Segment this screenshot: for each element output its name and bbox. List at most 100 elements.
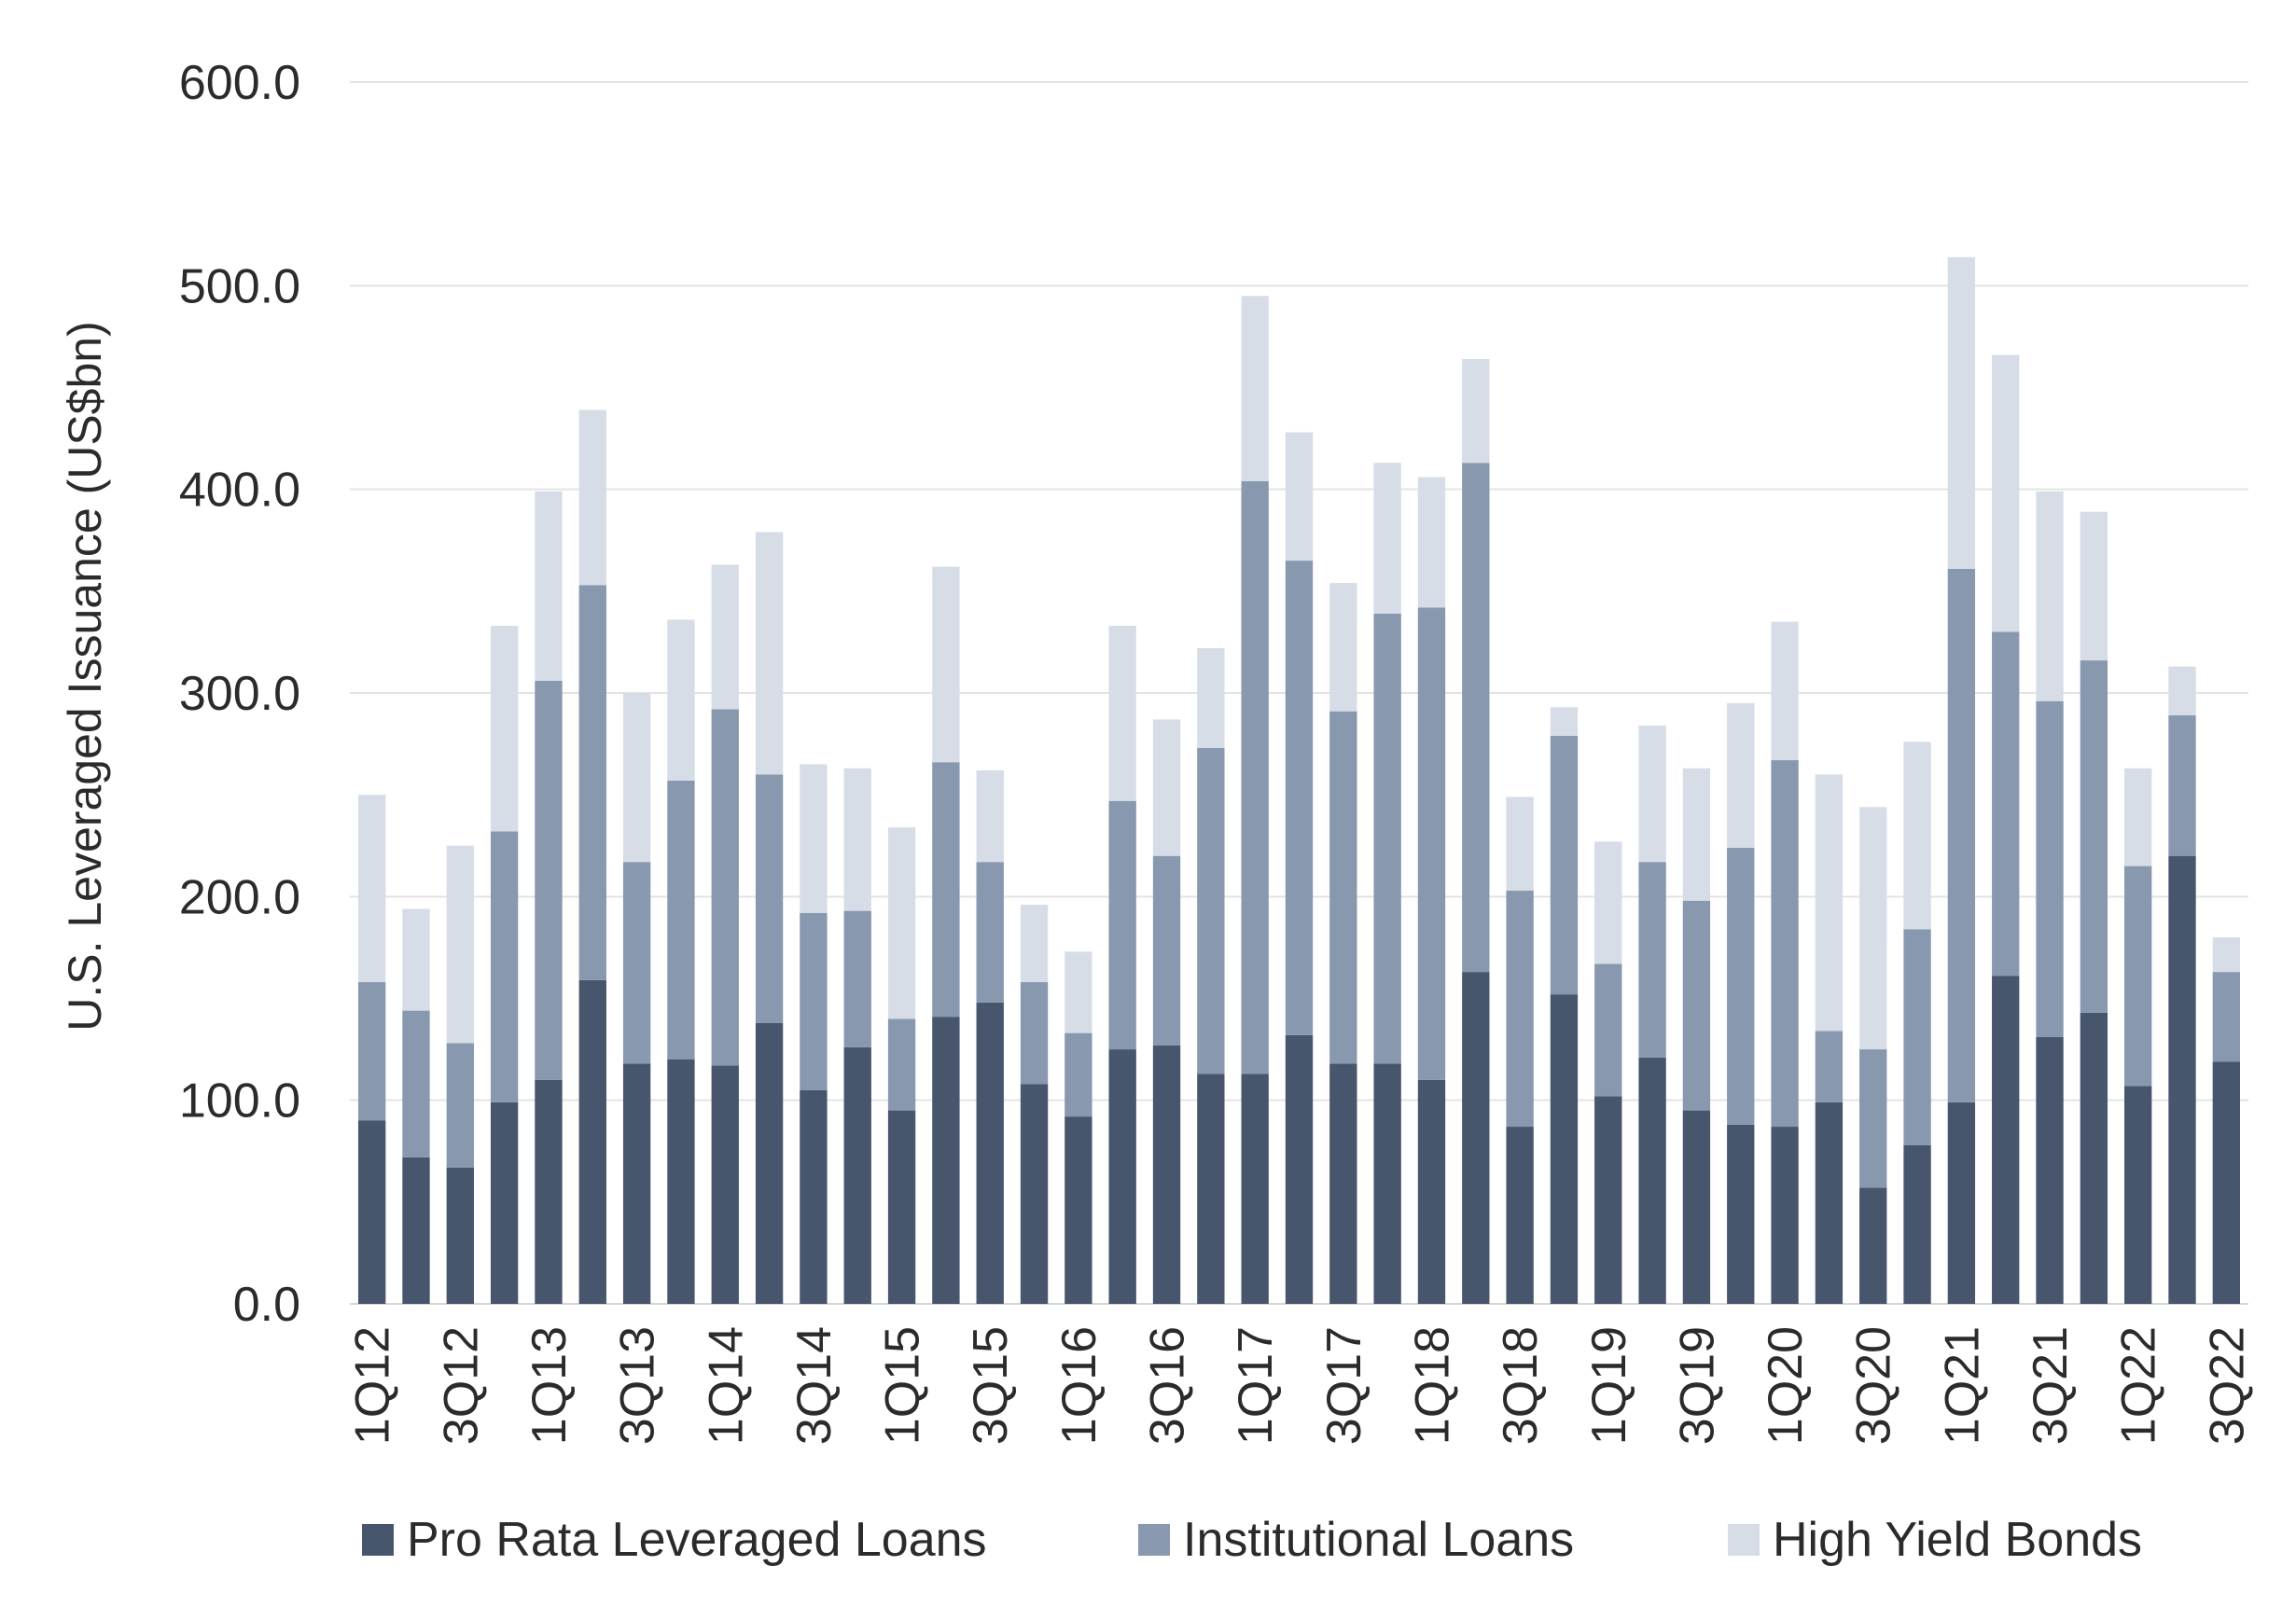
bar-segment-pro-rata-leveraged-loans-4q16 <box>1197 1074 1225 1304</box>
x-tick-label: 1Q20 <box>1759 1326 1813 1445</box>
bar-segment-institutional-loans-4q21 <box>2080 660 2108 1013</box>
bar-segment-institutional-loans-1q16 <box>1065 1032 1092 1117</box>
bar-segment-institutional-loans-1q18 <box>1417 607 1446 1080</box>
bar-segment-pro-rata-leveraged-loans-1q14 <box>711 1065 739 1304</box>
bar-segment-pro-rata-leveraged-loans-2q21 <box>1992 976 2020 1304</box>
bar-segment-institutional-loans-4q18 <box>1550 735 1579 995</box>
bar-segment-pro-rata-leveraged-loans-1q13 <box>535 1079 563 1304</box>
legend-item: High Yield Bonds <box>1728 1513 2142 1567</box>
y-tick-label: 600.0 <box>179 56 300 110</box>
legend-swatch <box>1138 1524 1170 1556</box>
bar-segment-pro-rata-leveraged-loans-2q18 <box>1462 972 1490 1304</box>
x-tick-label: 1Q17 <box>1229 1326 1283 1445</box>
bar-segment-institutional-loans-3q21 <box>2036 700 2064 1037</box>
bar-segment-pro-rata-leveraged-loans-3q16 <box>1152 1045 1181 1304</box>
bar-segment-pro-rata-leveraged-loans-3q21 <box>2036 1036 2064 1304</box>
x-axis-tick-labels: 1Q12 3Q12 1Q13 3Q13 1Q14 3Q14 1Q15 3Q15 1Q16 3Q16… <box>346 1326 2255 1445</box>
bar-segment-pro-rata-leveraged-loans-4q20 <box>1903 1144 1931 1304</box>
x-tick-label: 1Q22 <box>2112 1326 2166 1445</box>
bar-segment-high-yield-bonds-1q12 <box>357 795 386 983</box>
bar-segment-high-yield-bonds-2q21 <box>1992 354 2020 632</box>
bar-segment-high-yield-bonds-3q13 <box>622 693 651 863</box>
bar-segment-pro-rata-leveraged-loans-4q18 <box>1550 994 1579 1304</box>
y-tick-label: 200.0 <box>179 870 300 924</box>
bar-segment-pro-rata-leveraged-loans-1q12 <box>357 1120 386 1304</box>
legend-swatch <box>1728 1524 1760 1556</box>
bar-segment-high-yield-bonds-4q17 <box>1373 463 1401 614</box>
x-tick-label: 1Q12 <box>346 1326 400 1445</box>
bar-segment-institutional-loans-3q19 <box>1682 900 1711 1111</box>
bar-segment-pro-rata-leveraged-loans-1q17 <box>1241 1074 1269 1304</box>
bar-segment-pro-rata-leveraged-loans-4q21 <box>2080 1012 2108 1304</box>
bar-segment-pro-rata-leveraged-loans-2q15 <box>932 1017 960 1304</box>
bar-segment-high-yield-bonds-4q20 <box>1903 741 1931 930</box>
bar-segment-pro-rata-leveraged-loans-1q18 <box>1417 1079 1446 1304</box>
x-tick-label: 3Q17 <box>1317 1326 1371 1445</box>
bar-segment-institutional-loans-2q16 <box>1108 800 1136 1050</box>
bar-segment-institutional-loans-3q20 <box>1859 1049 1887 1188</box>
bar-segment-institutional-loans-4q13 <box>667 780 695 1060</box>
bar-segment-high-yield-bonds-1q18 <box>1417 477 1446 608</box>
bar-segment-high-yield-bonds-3q17 <box>1329 583 1357 712</box>
bar-segment-institutional-loans-4q14 <box>843 910 871 1047</box>
bar-segment-high-yield-bonds-2q18 <box>1462 358 1490 464</box>
bar-segment-high-yield-bonds-4q13 <box>667 619 695 781</box>
bar-segment-institutional-loans-1q12 <box>357 982 386 1121</box>
bar-segment-high-yield-bonds-4q15 <box>1020 905 1049 983</box>
legend-label: Pro Rata Leveraged Loans <box>407 1513 987 1567</box>
bar-segment-high-yield-bonds-1q19 <box>1594 841 1622 964</box>
bar-segment-pro-rata-leveraged-loans-3q14 <box>800 1089 828 1304</box>
bar-segment-institutional-loans-3q18 <box>1506 890 1534 1128</box>
bar-segment-high-yield-bonds-1q22 <box>2124 768 2152 866</box>
bar-segment-high-yield-bonds-2q20 <box>1815 774 1844 1032</box>
bar-segment-institutional-loans-1q13 <box>535 680 563 1080</box>
bar-segment-pro-rata-leveraged-loans-1q16 <box>1065 1116 1092 1304</box>
bar-segment-high-yield-bonds-1q20 <box>1771 621 1799 761</box>
bar-segment-institutional-loans-4q12 <box>490 831 519 1102</box>
bar-segment-pro-rata-leveraged-loans-3q15 <box>976 1002 1004 1304</box>
bar-segment-institutional-loans-4q15 <box>1020 982 1049 1085</box>
legend-label: High Yield Bonds <box>1773 1513 2142 1567</box>
bar-segment-institutional-loans-1q20 <box>1771 760 1799 1128</box>
bar-segment-pro-rata-leveraged-loans-2q20 <box>1815 1101 1844 1304</box>
bar-segment-pro-rata-leveraged-loans-4q12 <box>490 1101 519 1304</box>
y-tick-label: 100.0 <box>179 1074 300 1129</box>
y-tick-label: 300.0 <box>179 667 300 721</box>
bar-segment-high-yield-bonds-3q22 <box>2212 937 2241 973</box>
bar-segment-high-yield-bonds-4q18 <box>1550 707 1579 736</box>
bar-segment-pro-rata-leveraged-loans-2q17 <box>1285 1034 1314 1304</box>
bar-segment-pro-rata-leveraged-loans-4q13 <box>667 1060 695 1304</box>
x-tick-label: 3Q21 <box>2024 1326 2078 1445</box>
y-tick-label: 500.0 <box>179 259 300 313</box>
bar-segment-pro-rata-leveraged-loans-3q19 <box>1682 1110 1711 1304</box>
bar-segment-pro-rata-leveraged-loans-3q17 <box>1329 1063 1357 1304</box>
bar-segment-institutional-loans-2q21 <box>1992 631 2020 977</box>
bar-segment-pro-rata-leveraged-loans-2q22 <box>2168 855 2196 1304</box>
x-tick-label: 1Q21 <box>1935 1326 1989 1445</box>
bar-segment-high-yield-bonds-3q19 <box>1682 768 1711 901</box>
bar-segment-high-yield-bonds-2q16 <box>1108 625 1136 801</box>
bar-segment-high-yield-bonds-3q20 <box>1859 807 1887 1050</box>
bar-segment-pro-rata-leveraged-loans-1q15 <box>887 1110 916 1304</box>
bar-segment-pro-rata-leveraged-loans-1q20 <box>1771 1127 1799 1304</box>
y-axis-tick-labels: 0.0 100.0 200.0 300.0 400.0 500.0 600.0 <box>179 56 300 1332</box>
x-tick-label: 1Q16 <box>1052 1326 1106 1445</box>
bar-segment-institutional-loans-2q17 <box>1285 561 1314 1035</box>
legend-swatch <box>362 1524 394 1556</box>
bar-segment-institutional-loans-2q15 <box>932 762 960 1018</box>
bar-segment-pro-rata-leveraged-loans-1q22 <box>2124 1086 2152 1304</box>
bar-segment-institutional-loans-1q14 <box>711 709 739 1066</box>
bar-segment-institutional-loans-1q15 <box>887 1018 916 1111</box>
bar-segment-high-yield-bonds-1q21 <box>1947 256 1976 569</box>
bar-segment-institutional-loans-2q19 <box>1638 862 1666 1058</box>
bar-segment-institutional-loans-2q22 <box>2168 715 2196 856</box>
bar-segment-pro-rata-leveraged-loans-2q12 <box>402 1157 430 1304</box>
bar-segment-high-yield-bonds-3q16 <box>1152 719 1181 856</box>
bar-segment-institutional-loans-4q16 <box>1197 747 1225 1074</box>
bar-segment-high-yield-bonds-2q13 <box>578 409 606 586</box>
legend: Pro Rata Leveraged Loans Institutional Lo… <box>362 1513 2142 1567</box>
x-tick-label: 1Q18 <box>1405 1326 1459 1445</box>
bar-segment-institutional-loans-3q17 <box>1329 711 1357 1064</box>
bar-segment-pro-rata-leveraged-loans-2q14 <box>755 1022 784 1304</box>
